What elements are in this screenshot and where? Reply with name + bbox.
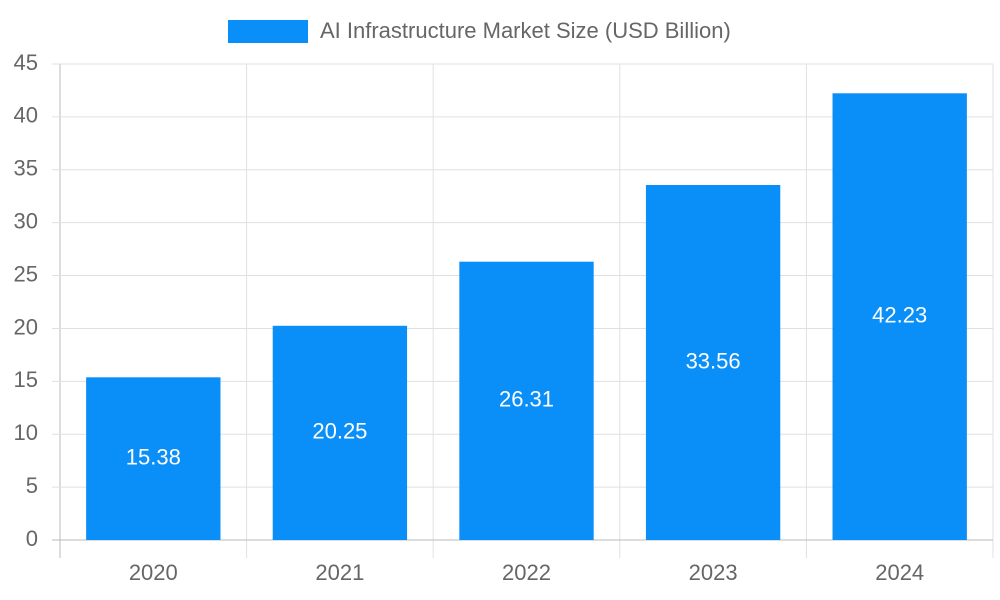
- legend-label: AI Infrastructure Market Size (USD Billi…: [320, 18, 731, 43]
- y-tick-label: 0: [26, 526, 38, 551]
- bar: [86, 377, 221, 540]
- y-tick-label: 15: [14, 367, 38, 392]
- bar: [645, 185, 781, 541]
- data-label: 33.56: [686, 348, 741, 373]
- x-tick-label: 2020: [129, 560, 178, 585]
- data-label: 20.25: [312, 419, 367, 444]
- legend-swatch: [228, 20, 308, 43]
- x-tick-label: 2023: [689, 560, 738, 585]
- y-tick-label: 40: [14, 103, 38, 128]
- y-tick-label: 5: [26, 473, 38, 498]
- x-tick-label: 2021: [315, 560, 364, 585]
- data-label: 26.31: [499, 387, 554, 412]
- bar: [832, 93, 967, 540]
- y-tick-label: 35: [14, 156, 38, 181]
- y-tick-label: 30: [14, 208, 38, 233]
- y-tick-label: 25: [14, 261, 38, 286]
- x-tick-label: 2022: [502, 560, 551, 585]
- x-tick-label: 2024: [875, 560, 924, 585]
- data-label: 42.23: [872, 302, 927, 327]
- bar: [459, 261, 594, 540]
- bar: [272, 325, 408, 540]
- y-tick-label: 45: [14, 50, 38, 75]
- data-label: 15.38: [126, 444, 181, 469]
- y-tick-label: 10: [14, 420, 38, 445]
- y-tick-label: 20: [14, 314, 38, 339]
